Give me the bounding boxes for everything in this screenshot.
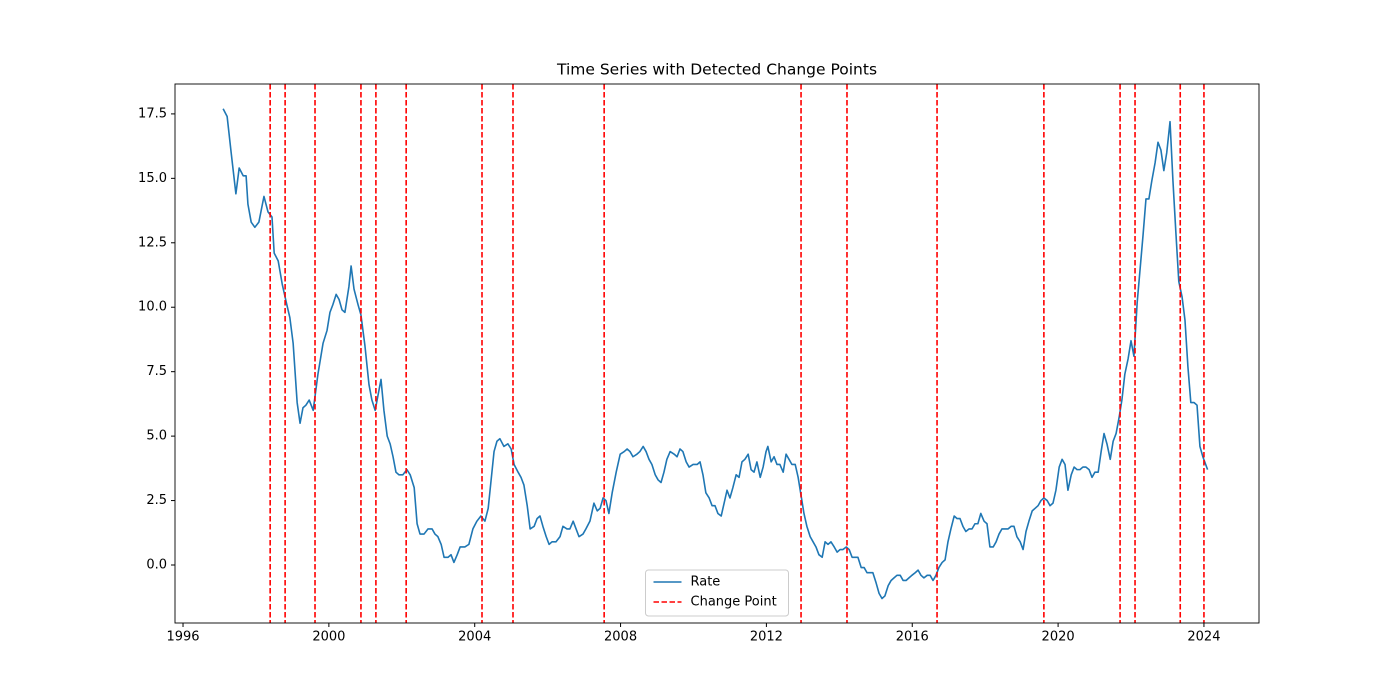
- y-tick-label: 2.5: [146, 493, 167, 508]
- x-tick-label: 2024: [1187, 630, 1220, 645]
- x-tick-label: 2012: [750, 630, 783, 645]
- x-tick-label: 1996: [166, 630, 199, 645]
- y-tick-label: 17.5: [138, 106, 167, 121]
- x-tick-label: 2016: [896, 630, 929, 645]
- y-tick-label: 5.0: [146, 429, 167, 444]
- y-tick-label: 7.5: [146, 364, 167, 379]
- x-tick-label: 2020: [1042, 630, 1075, 645]
- y-tick-label: 12.5: [138, 235, 167, 250]
- x-tick-label: 2008: [604, 630, 637, 645]
- chart-title: Time Series with Detected Change Points: [556, 61, 877, 79]
- y-tick-label: 0.0: [146, 558, 167, 573]
- plot-frame: [174, 83, 1260, 624]
- legend-label: Rate: [691, 575, 721, 590]
- y-tick-label: 15.0: [138, 171, 167, 186]
- y-tick-label: 10.0: [138, 300, 167, 315]
- legend-label: Change Point: [691, 595, 777, 610]
- data-line: [222, 108, 1209, 600]
- x-tick-label: 2000: [312, 630, 345, 645]
- x-tick-label: 2004: [458, 630, 491, 645]
